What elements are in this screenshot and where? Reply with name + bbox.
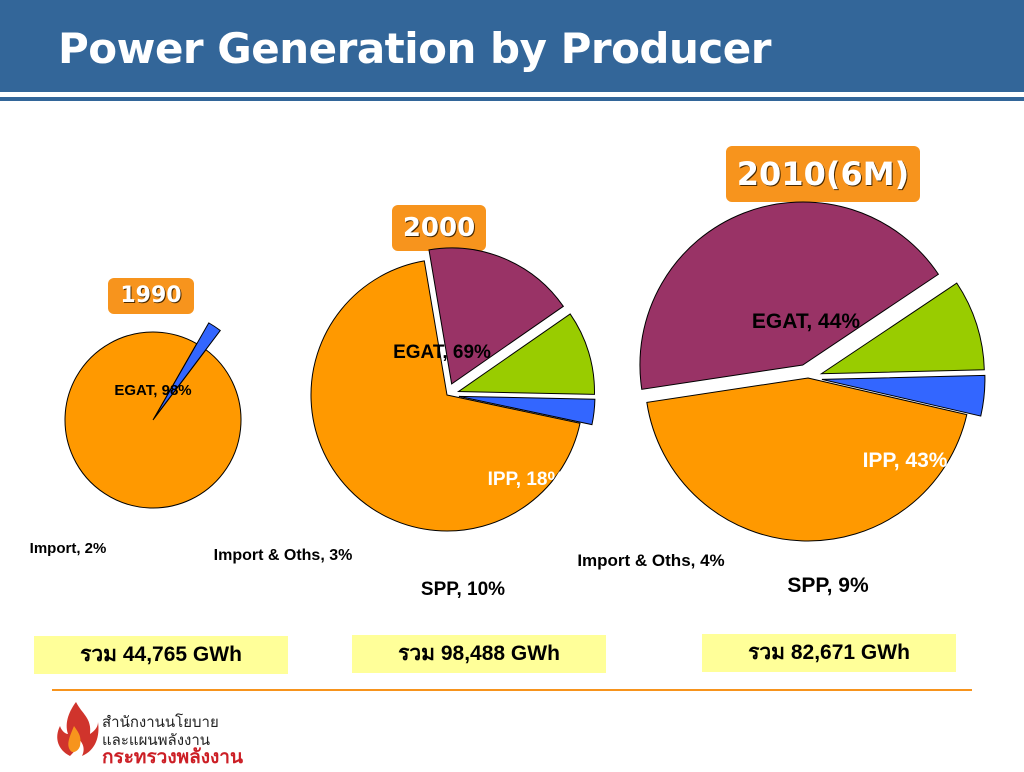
flame-logo-icon — [57, 702, 99, 756]
footer-divider — [52, 689, 972, 691]
pie-2000-slice-import-oths — [458, 395, 596, 426]
pie-20106M-slice-egat — [646, 377, 968, 542]
total-1990: รวม 44,765 GWh — [34, 636, 288, 674]
total-2000: รวม 98,488 GWh — [352, 635, 606, 673]
year-badge-2010: 2010(6M) — [726, 146, 920, 202]
pie-2000-label-3: Import & Oths, 3% — [214, 547, 353, 564]
logo-text-line2: และแผนพลังงาน — [102, 732, 211, 749]
pie-2000-slice-egat — [310, 260, 581, 532]
pie-2000-label-0: EGAT, 69% — [393, 342, 491, 363]
pie-2000-slice-spp — [456, 313, 595, 395]
pie-2000-label-1: IPP, 18% — [488, 469, 565, 490]
header-divider — [0, 97, 1024, 101]
pie-20106M-label-2: SPP, 9% — [787, 574, 869, 597]
pie-1990-label-0: EGAT, 98% — [114, 382, 191, 399]
year-badge-1990: 1990 — [108, 278, 194, 314]
pie-20106M-label-1: IPP, 43% — [863, 449, 948, 472]
pie-20106M-label-0: EGAT, 44% — [752, 310, 860, 333]
pie-20106M-slice-spp — [819, 282, 985, 375]
pie-2000-label-2: SPP, 10% — [421, 579, 505, 600]
pie-1990-slice-import — [153, 322, 222, 419]
logo-text-line1: สำนักงานนโยบาย — [102, 714, 219, 731]
header-bar — [0, 0, 1024, 92]
pie-2000-slice-ipp — [428, 247, 565, 385]
year-badge-2000: 2000 — [392, 205, 486, 251]
pie-1990-slice-egat — [64, 331, 242, 509]
total-2010: รวม 82,671 GWh — [702, 634, 956, 672]
pie-1990-label-1: Import, 2% — [30, 540, 107, 557]
pie-20106M-slice-ipp — [639, 201, 940, 390]
pie-20106M-label-3: Import & Oths, 4% — [577, 551, 724, 570]
pie-20106M-slice-import-oths — [821, 374, 986, 417]
page-title: Power Generation by Producer — [58, 24, 771, 73]
logo-text-line3: กระทรวงพลังงาน — [102, 747, 243, 768]
